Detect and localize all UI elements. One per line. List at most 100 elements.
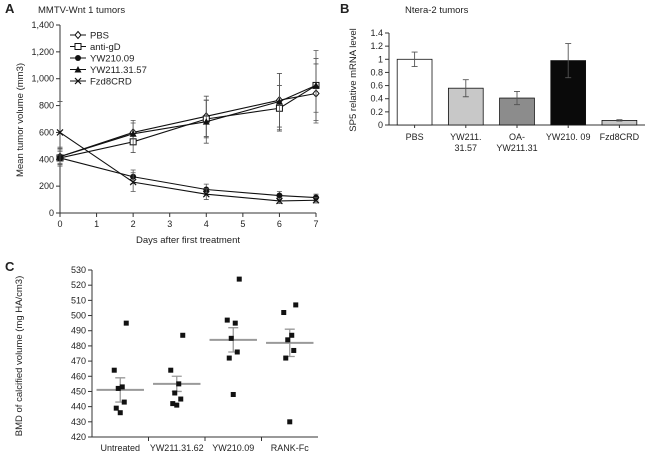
legend-label-fzd8crd: Fzd8CRD <box>90 77 132 88</box>
panel-c-y-tick-label: 470 <box>71 356 86 366</box>
data-point-fzd8crd <box>56 129 64 136</box>
panel-c-y-tick-label: 490 <box>71 326 86 336</box>
panel-b-category-label: YW211. <box>450 132 481 142</box>
scatter-point <box>291 347 297 353</box>
panel-b-y-tick-label: 0.6 <box>370 81 383 91</box>
legend-label-pbs: PBS <box>90 31 109 42</box>
panel-b-y-tick-label: 0 <box>378 120 383 130</box>
bar-error-bar <box>411 51 418 67</box>
panel-a-y-tick-label: 600 <box>39 127 54 137</box>
scatter-point <box>226 355 232 361</box>
scatter-point <box>121 399 127 405</box>
panel-c-y-tick-label: 530 <box>71 265 86 275</box>
scatter-point <box>287 419 293 425</box>
panel-a-y-tick-label: 400 <box>39 154 54 164</box>
panel-a-y-tick-label: 1,000 <box>31 74 54 84</box>
panel-a-x-axis-label: Days after first treatment <box>136 235 240 246</box>
data-point-yw210-09 <box>276 192 283 199</box>
panel-a-x-tick-label: 7 <box>313 219 318 229</box>
scatter-point <box>234 349 240 355</box>
data-point-yw211-31-57 <box>312 81 320 89</box>
scatter-point <box>174 402 180 408</box>
scatter-point <box>115 385 121 391</box>
scatter-point <box>117 410 123 416</box>
panel-a-y-tick-label: 0 <box>49 208 54 218</box>
data-point-fzd8crd <box>202 190 210 198</box>
panel-b-category-label: Fzd8CRD <box>600 132 640 142</box>
series-line-anti-gd <box>59 84 317 159</box>
data-point-yw211-31-57 <box>275 98 283 105</box>
data-point-fzd8crd <box>312 196 320 204</box>
panel-c-category-label: YW210.09 <box>212 443 254 453</box>
scatter-point <box>111 367 117 373</box>
panel-b-title: Ntera-2 tumors <box>405 5 469 16</box>
panel-b-y-tick-label: 0.8 <box>370 67 383 77</box>
panel-letter-a: A <box>5 1 15 16</box>
panel-c-y-axis-label: BMD of calcified volume (mg HA/cm3) <box>14 276 25 436</box>
panel-c-y-tick-label: 500 <box>71 311 86 321</box>
panel-b-y-tick-label: 0.2 <box>370 107 383 117</box>
scatter-point <box>113 405 119 411</box>
scatter-point <box>283 355 289 361</box>
legend-label-yw210-09: YW210.09 <box>90 54 134 65</box>
legend-marker-pbs <box>74 30 82 40</box>
panel-letter-b: B <box>340 1 349 16</box>
panel-a-x-tick-label: 4 <box>204 219 209 229</box>
legend-marker-fzd8crd <box>74 77 82 85</box>
scatter-point <box>170 401 176 407</box>
panel-letter-c: C <box>5 259 15 274</box>
scatter-point <box>285 337 291 343</box>
panel-c-category-label: RANK-Fc <box>271 443 309 453</box>
panel-c-scatter-chart: 420 430 440 450 460 470 480 490 500 510 520 530 Untr… <box>71 265 318 453</box>
legend-marker-yw210-09 <box>75 55 81 61</box>
panel-b-category-label: YW210. 09 <box>546 132 591 142</box>
scatter-point <box>293 302 299 308</box>
panel-a-y-tick-label: 800 <box>39 101 54 111</box>
data-point-fzd8crd <box>129 178 137 186</box>
panel-c-y-tick-label: 480 <box>71 341 86 351</box>
bar-error-bar <box>616 119 623 122</box>
legend-marker-yw211-31-57 <box>74 66 82 73</box>
scatter-point <box>236 276 242 282</box>
panel-a-y-tick-label: 200 <box>39 181 54 191</box>
panel-b-y-tick-label: 1.4 <box>370 28 383 38</box>
scatter-point <box>224 317 230 323</box>
panel-b-y-axis-label: SP5 relative mRNA level <box>348 28 359 131</box>
data-point-yw211-31-57 <box>129 130 137 137</box>
scatter-point <box>176 381 182 387</box>
panel-a-x-tick-label: 1 <box>94 219 99 229</box>
scatter-point <box>123 320 129 326</box>
panel-c-y-tick-label: 420 <box>71 432 86 442</box>
bar <box>396 58 433 126</box>
panel-a-x-tick-label: 3 <box>167 219 172 229</box>
panel-a-y-tick-label: 1,400 <box>31 20 54 30</box>
scatter-point <box>178 396 184 402</box>
data-point-yw211-31-57 <box>202 118 210 125</box>
panel-a-x-tick-label: 2 <box>131 219 136 229</box>
scatter-point <box>232 320 238 326</box>
data-point-fzd8crd <box>276 197 283 205</box>
legend-label-anti-gd: anti-gD <box>90 42 121 53</box>
scatter-point <box>230 391 236 397</box>
scatter-point <box>281 310 287 316</box>
panel-c-y-tick-label: 430 <box>71 417 86 427</box>
panel-a-y-axis-label: Mean tumor volume (mm3) <box>15 63 26 177</box>
panel-a-x-tick-label: 6 <box>277 219 282 229</box>
panel-c-y-tick-label: 460 <box>71 371 86 381</box>
scatter-point <box>172 390 178 396</box>
scatter-point <box>180 332 186 338</box>
scatter-point <box>289 332 295 338</box>
panel-a-title: MMTV-Wnt 1 tumors <box>38 5 125 16</box>
scatter-point <box>119 384 125 390</box>
panel-a-line-chart: 0 200 400 600 800 1,000 1,200 1,400 0 1 2 3 4 5 6 7 PBSa… <box>31 20 320 229</box>
bar-error-bar <box>514 91 520 106</box>
panel-b-y-tick-label: 1 <box>378 54 383 64</box>
panel-c-y-tick-label: 510 <box>71 295 86 305</box>
panel-a-x-tick-label: 5 <box>240 219 245 229</box>
panel-b-y-tick-label: 0.4 <box>370 94 383 104</box>
panel-c-y-tick-label: 450 <box>71 386 86 396</box>
scatter-point <box>228 335 234 341</box>
bar-error-bar <box>565 43 572 79</box>
